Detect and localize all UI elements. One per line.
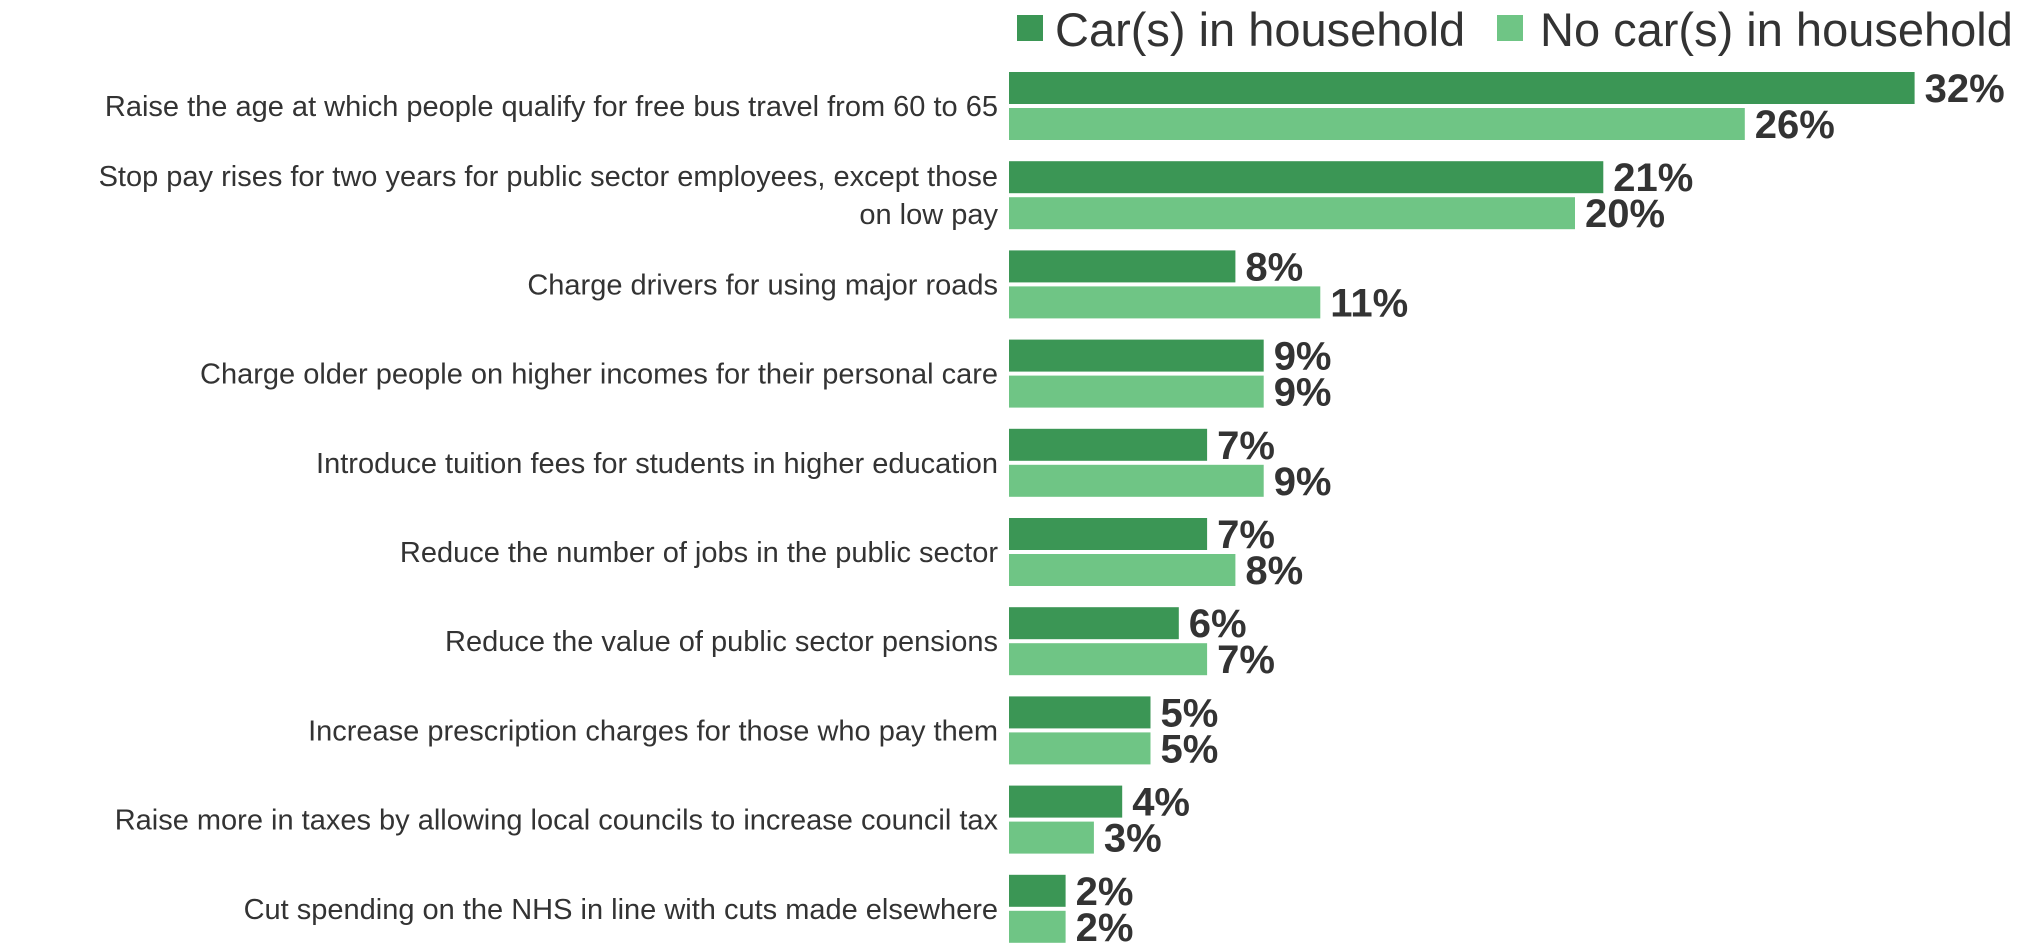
bar-no-car-1 xyxy=(1009,197,1575,230)
legend-label-car: Car(s) in household xyxy=(1055,3,1465,56)
bar-car-1 xyxy=(1009,161,1604,194)
value-labels: 32%26%21%20%8%11%9%9%7%9%7%8%6%7%5%5%4%3… xyxy=(1076,67,2005,948)
value-label-no-car-3: 9% xyxy=(1274,371,1332,415)
bar-car-9 xyxy=(1009,874,1066,907)
category-label-5: Reduce the number of jobs in the public … xyxy=(400,537,998,569)
value-label-car-8: 4% xyxy=(1132,781,1190,825)
value-label-no-car-4: 9% xyxy=(1274,460,1332,504)
bar-car-3 xyxy=(1009,339,1264,372)
legend: Car(s) in household No car(s) in househol… xyxy=(1017,3,2013,56)
category-label-1: Stop pay rises for two years for public … xyxy=(99,161,999,231)
value-label-car-7: 5% xyxy=(1161,691,1219,735)
bar-no-car-9 xyxy=(1009,910,1066,943)
value-label-no-car-5: 8% xyxy=(1245,549,1303,593)
legend-swatch-no-car xyxy=(1497,15,1523,41)
bar-no-car-2 xyxy=(1009,286,1321,319)
category-label-4: Introduce tuition fees for students in h… xyxy=(316,448,998,480)
bar-car-0 xyxy=(1009,72,1915,104)
legend-swatch-car xyxy=(1017,15,1043,41)
value-label-car-5: 7% xyxy=(1217,513,1275,557)
category-label-9: Cut spending on the NHS in line with cut… xyxy=(244,894,998,926)
bar-no-car-7 xyxy=(1009,732,1151,765)
category-label-2: Charge drivers for using major roads xyxy=(527,269,998,301)
value-label-car-2: 8% xyxy=(1245,245,1303,289)
value-label-car-3: 9% xyxy=(1274,335,1332,379)
bar-no-car-5 xyxy=(1009,554,1236,586)
value-label-no-car-7: 5% xyxy=(1161,727,1219,771)
category-label-0: Raise the age at which people qualify fo… xyxy=(105,91,998,123)
bar-car-6 xyxy=(1009,607,1179,640)
bar-no-car-0 xyxy=(1009,108,1745,140)
bar-car-5 xyxy=(1009,518,1208,550)
value-label-car-9: 2% xyxy=(1076,870,1134,914)
bar-no-car-3 xyxy=(1009,375,1264,408)
value-label-no-car-8: 3% xyxy=(1104,817,1162,861)
bar-car-4 xyxy=(1009,428,1208,461)
category-label-6: Reduce the value of public sector pensio… xyxy=(445,626,998,658)
bar-car-8 xyxy=(1009,785,1123,818)
value-label-no-car-9: 2% xyxy=(1076,906,1134,948)
legend-label-no-car: No car(s) in household xyxy=(1540,3,2013,56)
category-label-8: Raise more in taxes by allowing local co… xyxy=(115,805,999,837)
category-labels: Raise the age at which people qualify fo… xyxy=(99,91,999,926)
bar-car-7 xyxy=(1009,696,1151,729)
value-label-car-6: 6% xyxy=(1189,602,1247,646)
bar-no-car-6 xyxy=(1009,643,1208,676)
value-label-car-0: 32% xyxy=(1925,67,2005,111)
value-label-car-4: 7% xyxy=(1217,424,1275,468)
value-label-no-car-2: 11% xyxy=(1330,281,1408,325)
category-label-3: Charge older people on higher incomes fo… xyxy=(200,359,998,391)
bar-car-2 xyxy=(1009,250,1236,283)
category-label-7: Increase prescription charges for those … xyxy=(308,715,998,747)
bars xyxy=(1009,72,1915,943)
value-label-no-car-6: 7% xyxy=(1217,638,1275,682)
value-label-no-car-0: 26% xyxy=(1755,103,1835,147)
bar-no-car-4 xyxy=(1009,464,1264,497)
value-label-car-1: 21% xyxy=(1613,156,1693,200)
value-label-no-car-1: 20% xyxy=(1585,192,1665,236)
bar-no-car-8 xyxy=(1009,821,1094,854)
